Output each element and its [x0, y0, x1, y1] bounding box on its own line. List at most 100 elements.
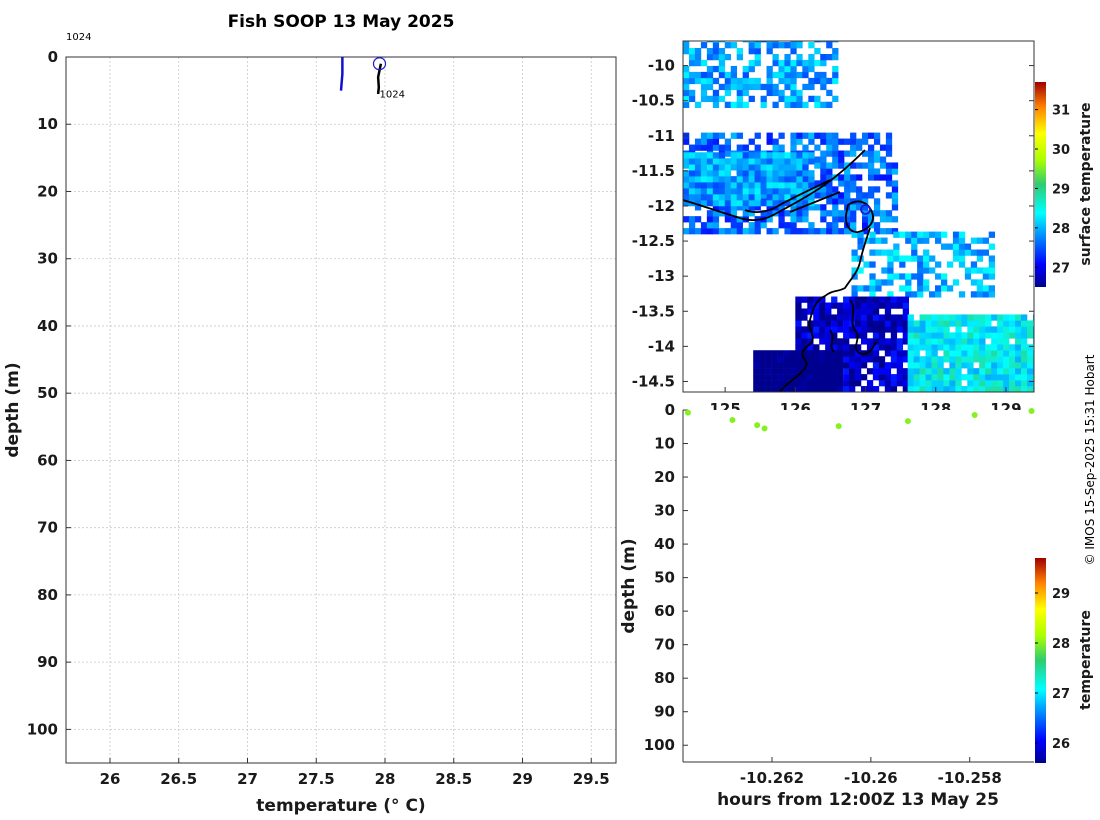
sst-cell — [863, 261, 870, 268]
sst-cell — [1026, 362, 1034, 369]
sst-cell — [724, 42, 732, 49]
sst-cell — [931, 338, 938, 345]
profile-x-label: temperature (° C) — [256, 796, 425, 816]
sst-cell — [896, 296, 904, 303]
sst-cell — [875, 237, 882, 244]
sst-cell — [712, 95, 720, 103]
sst-cell — [718, 170, 726, 177]
sst-cell — [706, 152, 714, 159]
sst-cell — [997, 344, 1004, 351]
sst-cell — [683, 101, 690, 108]
sst-cell — [850, 216, 857, 223]
sst-cell — [718, 65, 726, 73]
sst-cell — [766, 83, 773, 91]
sst-cell — [937, 380, 944, 387]
sst-cell — [748, 194, 755, 201]
sst-cell — [718, 83, 726, 91]
sst-cell — [838, 150, 845, 157]
sst-map-y-tick-label: -14.5 — [632, 372, 675, 390]
sst-cell — [1021, 314, 1028, 321]
sst-cell — [884, 302, 892, 309]
sst-cell — [778, 132, 785, 139]
sst-cell — [802, 174, 809, 181]
sst-cell — [694, 204, 702, 211]
sst-cell — [794, 350, 802, 357]
sst-cell — [850, 210, 857, 217]
sst-cell — [789, 380, 796, 387]
sst-cell — [955, 368, 962, 375]
sst-cell — [784, 170, 791, 177]
sst-cell — [831, 320, 838, 327]
sst-cell — [712, 164, 720, 171]
sst-cell — [754, 152, 761, 159]
sst-cell — [812, 374, 820, 381]
sst-cell — [830, 362, 838, 369]
sst-cell — [884, 344, 892, 351]
sst-cell — [893, 273, 900, 280]
sst-cell — [843, 374, 850, 381]
sst-cell — [943, 326, 950, 333]
sst-cell — [796, 164, 803, 171]
sst-cell — [790, 89, 797, 97]
sst-cell — [837, 302, 844, 309]
sst-cell — [794, 374, 802, 381]
sst-cell — [902, 338, 909, 345]
sst-cell — [820, 41, 827, 43]
sst-cell — [718, 152, 726, 159]
sst-cell — [826, 150, 833, 157]
sst-cell — [778, 89, 785, 97]
sst-cell — [1026, 386, 1034, 392]
sst-cell — [742, 204, 749, 211]
sst-cell — [979, 326, 986, 333]
sst-cell — [955, 362, 962, 369]
sst-cell — [790, 132, 797, 139]
sst-cell — [683, 158, 690, 165]
sst-cell — [748, 152, 755, 159]
sst-cell — [860, 326, 868, 333]
sst-cell — [754, 83, 761, 91]
sst-cell — [849, 308, 856, 315]
sst-cell — [850, 222, 857, 229]
sst-cell — [831, 314, 838, 321]
sst-cell — [919, 344, 926, 351]
sst-cell — [1015, 380, 1022, 387]
sst-cell — [973, 320, 980, 327]
sst-cell — [982, 237, 990, 244]
sst-cell — [1032, 380, 1034, 387]
sst-map-y-tick-label: -13 — [648, 267, 675, 285]
sst-cell — [760, 152, 767, 159]
sst-cell — [800, 362, 808, 369]
sst-cell — [754, 53, 761, 61]
sst-cell — [884, 374, 892, 381]
sst-cell — [808, 95, 815, 103]
sst-cell — [943, 386, 950, 392]
sst-cell — [754, 170, 761, 177]
sst-cell — [838, 138, 845, 145]
sst-cell — [820, 150, 827, 157]
sst-cell — [808, 228, 815, 235]
sst-cell — [913, 332, 920, 339]
sst-cell — [967, 338, 974, 345]
sst-cell — [683, 170, 690, 177]
sst-cell — [867, 210, 875, 217]
sst-cell — [760, 192, 767, 199]
sst-cell — [838, 174, 845, 181]
sst-cell — [866, 350, 874, 357]
sst-cell — [967, 368, 974, 375]
profile-y-tick-label: 90 — [37, 653, 58, 671]
sst-cell — [890, 356, 898, 363]
sst-cell — [931, 332, 938, 339]
sst-cell — [736, 101, 743, 108]
sst-cell — [808, 194, 815, 201]
profile-x-tick-label: 27 — [237, 770, 258, 788]
sst-cell — [706, 176, 714, 183]
sst-cell — [878, 380, 886, 387]
sst-cell — [943, 314, 950, 321]
sst-cell — [807, 296, 814, 303]
sst-cell — [849, 374, 856, 381]
sst-cell — [991, 344, 998, 351]
sst-cell — [843, 314, 850, 321]
sst-cell — [724, 164, 732, 171]
sst-map-y-tick-label: -11.5 — [632, 162, 675, 180]
sst-cell — [976, 267, 984, 274]
